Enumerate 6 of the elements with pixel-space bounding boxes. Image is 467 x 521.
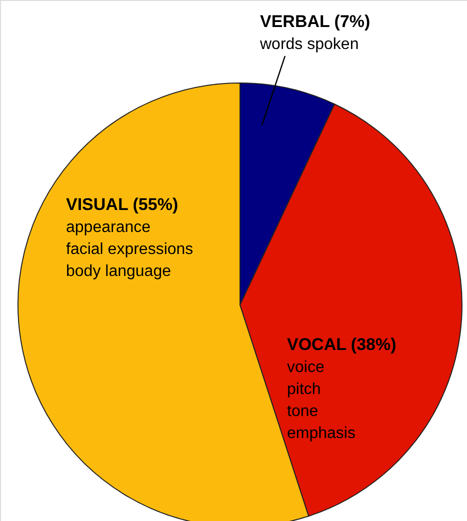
text: words spoken	[259, 36, 359, 53]
slice-label: VOCAL (38%)	[287, 335, 396, 354]
text: voice pitch tone emphasis	[287, 359, 356, 442]
slice-label: VERBAL (7%)	[260, 12, 370, 31]
text: appearance facial expressions body language	[66, 219, 194, 280]
slice-label: VISUAL (55%)	[66, 195, 178, 214]
